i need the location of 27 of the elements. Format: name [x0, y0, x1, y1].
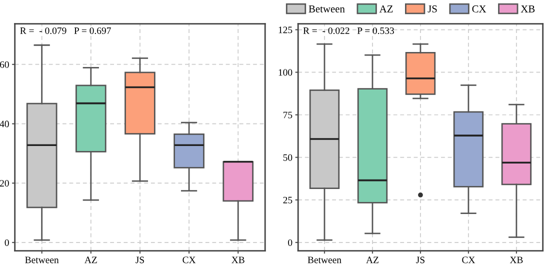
- legend-label: CX: [472, 5, 486, 12]
- x-tick-label: Between: [25, 256, 59, 264]
- annotation: R = - 0.079 P = 0.697: [20, 27, 111, 34]
- legend-label: Between: [308, 6, 345, 12]
- y-tick-label: 125: [278, 26, 292, 34]
- y-tick-label: 60: [0, 61, 9, 68]
- x-tick-label: AZ: [84, 256, 97, 264]
- x-tick-label: XB: [232, 256, 244, 264]
- y-tick-label: 50: [283, 154, 292, 161]
- y-tick-label: 0: [4, 239, 9, 246]
- y-tick-label: 40: [0, 120, 9, 128]
- x-tick-label: JS: [136, 256, 144, 264]
- y-tick-label: 100: [278, 69, 292, 76]
- y-tick-label: 20: [0, 180, 9, 187]
- y-tick-label: 25: [283, 196, 292, 204]
- legend-label: JS: [428, 5, 437, 12]
- legend-label: AZ: [379, 5, 393, 12]
- x-tick-label: CX: [462, 256, 476, 264]
- x-tick-label: XB: [510, 256, 523, 264]
- annotation: R = - 0.022 P = 0.533: [303, 27, 394, 34]
- x-tick-label: CX: [182, 256, 196, 264]
- x-tick-label: JS: [416, 256, 424, 264]
- legend-label: XB: [520, 6, 535, 12]
- y-tick-label: 0: [288, 239, 292, 246]
- x-tick-label: AZ: [366, 256, 378, 264]
- y-tick-label: 75: [283, 112, 292, 118]
- x-tick-label: Between: [308, 256, 342, 264]
